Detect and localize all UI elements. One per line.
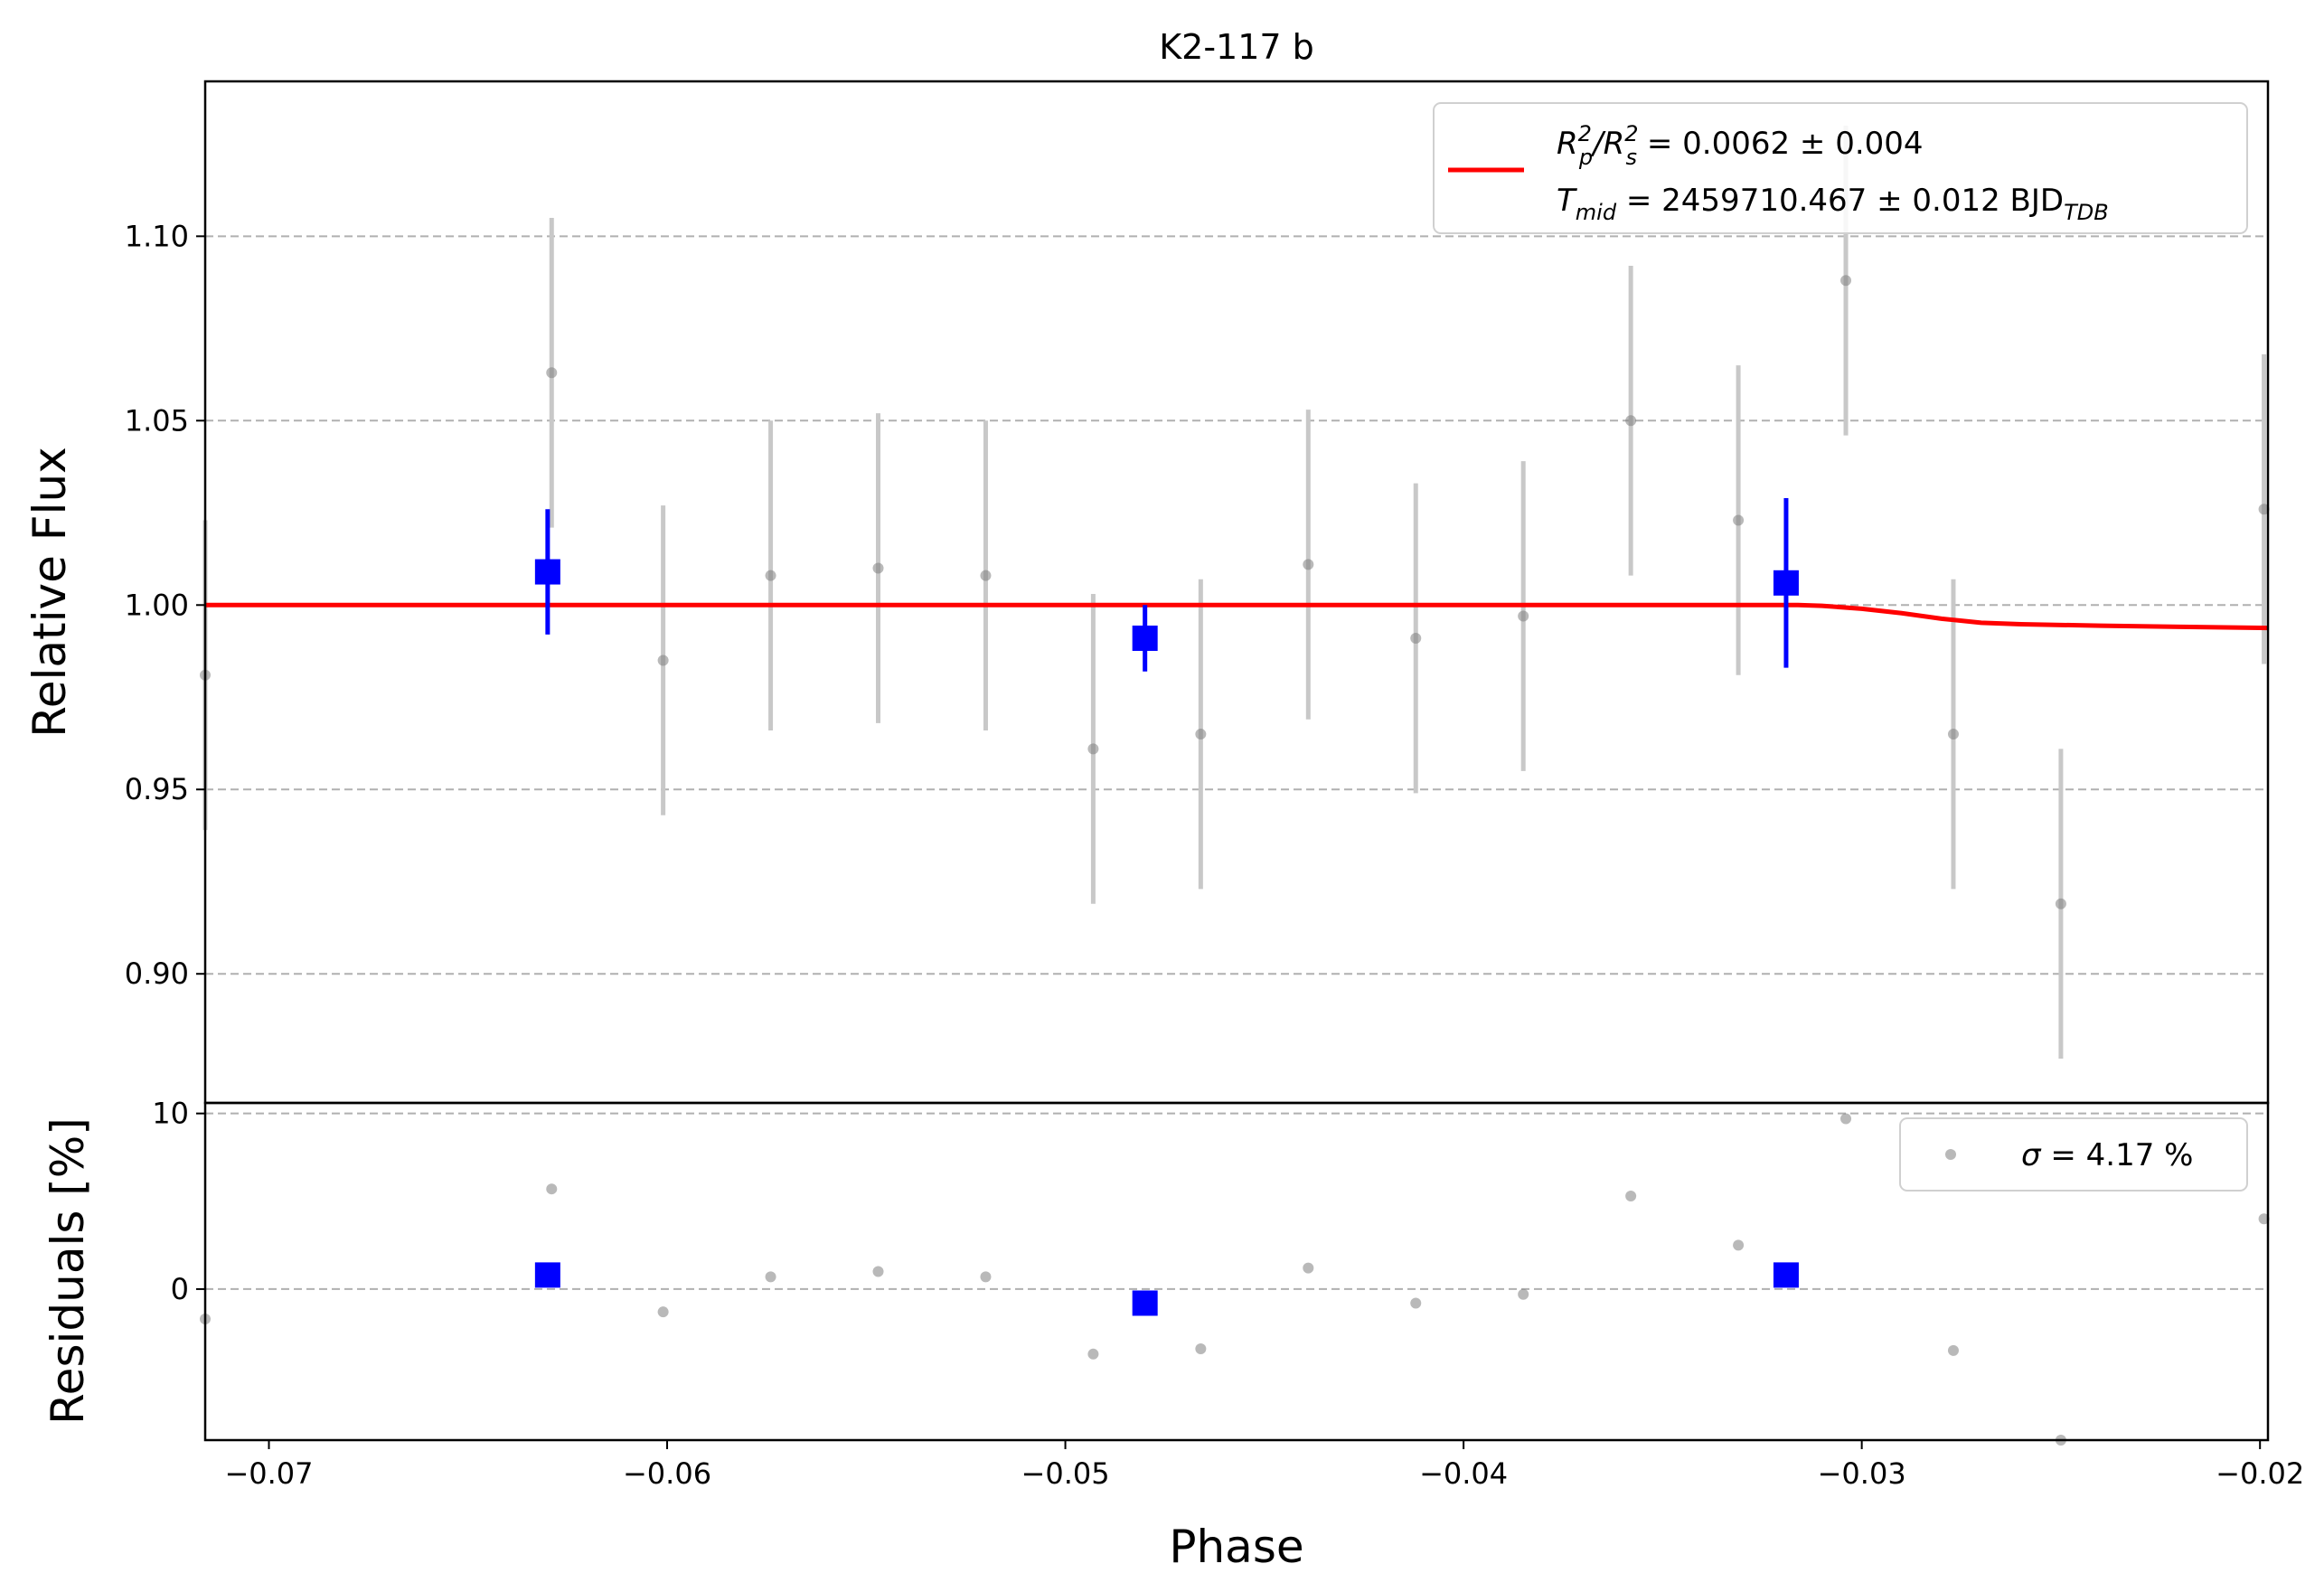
raw-data-point	[1410, 632, 1422, 644]
raw-data-point	[1840, 275, 1852, 287]
binned-data-point	[1132, 625, 1158, 651]
residual-y-axis-label: Residuals [%]	[42, 1117, 94, 1425]
raw-data-point	[872, 562, 884, 574]
raw-data-point	[546, 367, 558, 379]
residual-raw-points	[200, 1113, 2270, 1446]
residual-y-ticks: 0 10	[152, 1097, 205, 1306]
raw-data-point	[1733, 514, 1745, 526]
x-tick-label: −0.04	[1419, 1456, 1508, 1491]
main-raw-points	[200, 275, 2270, 909]
residual-raw-point	[1947, 1344, 1959, 1356]
residual-y-tick-label: 0	[171, 1272, 189, 1306]
main-y-tick-label: 0.90	[125, 956, 189, 991]
main-y-tick-label: 1.00	[125, 588, 189, 622]
residual-legend-box	[1899, 1117, 2248, 1192]
main-y-axis-label: Relative Flux	[24, 447, 76, 737]
legend-sigma-text: σ = 4.17 %	[2021, 1137, 2193, 1173]
residual-raw-point	[1518, 1288, 1529, 1300]
residual-raw-point	[1303, 1262, 1314, 1274]
raw-data-point	[657, 655, 669, 666]
main-y-tick-label: 1.10	[125, 219, 189, 253]
legend-depth-text: R2 p/R2 s = 0.0062 ± 0.004	[1557, 121, 1924, 170]
raw-data-point	[765, 570, 776, 581]
raw-data-point	[1303, 559, 1314, 570]
residual-raw-point	[872, 1266, 884, 1277]
residual-raw-point	[1087, 1348, 1099, 1360]
raw-data-point	[980, 570, 992, 581]
main-y-tick-label: 0.95	[125, 772, 189, 806]
raw-data-point	[1947, 729, 1959, 740]
x-tick-label: −0.03	[1818, 1456, 1906, 1491]
main-legend-box	[1433, 102, 2248, 234]
residual-binned-point	[1132, 1290, 1158, 1316]
residual-raw-point	[1410, 1297, 1422, 1309]
x-tick-label: −0.06	[623, 1456, 711, 1491]
residual-raw-point	[765, 1271, 776, 1283]
residual-binned-point	[534, 1262, 560, 1288]
residual-raw-point	[1733, 1239, 1745, 1251]
residual-binned-point	[1773, 1262, 1799, 1288]
x-tick-label: −0.02	[2216, 1456, 2304, 1491]
raw-data-point	[1087, 743, 1099, 755]
residual-raw-point	[2258, 1213, 2270, 1225]
main-y-ticks: 0.90 0.95 1.00 1.05 1.10	[125, 219, 205, 991]
main-y-tick-label: 1.05	[125, 403, 189, 438]
raw-data-point	[2055, 898, 2066, 909]
main-legend: R2 p/R2 s = 0.0062 ± 0.004 Tmid = 2459710.…	[1433, 102, 2248, 234]
binned-data-point	[1773, 570, 1799, 596]
residual-plot-frame	[203, 1101, 2270, 1442]
x-tick-label: −0.07	[224, 1456, 313, 1491]
x-tick-label: −0.05	[1021, 1456, 1110, 1491]
x-axis-label: Phase	[1169, 1521, 1303, 1573]
chart-title: K2-117 b	[1159, 27, 1314, 67]
raw-data-point	[1518, 610, 1529, 622]
residual-legend: σ = 4.17 %	[1899, 1117, 2248, 1192]
transit-model-line	[205, 602, 2269, 631]
residual-raw-point	[657, 1306, 669, 1318]
raw-data-point	[1195, 729, 1207, 740]
main-binned-points	[534, 497, 1799, 672]
raw-data-point	[2258, 504, 2270, 515]
residual-raw-point	[980, 1271, 992, 1283]
residual-raw-point	[1625, 1190, 1637, 1201]
residual-raw-point	[1840, 1113, 1852, 1125]
residual-raw-point	[546, 1183, 558, 1195]
legend-residual-marker	[1945, 1149, 1956, 1160]
legend-tmid-text: Tmid = 2459710.467 ± 0.012 BJDTDB	[1557, 183, 2109, 225]
residual-x-ticks: −0.07 −0.06 −0.05 −0.04 −0.03 −0.02	[224, 1440, 2304, 1491]
binned-data-point	[534, 559, 560, 585]
raw-data-point	[1625, 415, 1637, 427]
residual-gridlines	[205, 1112, 2268, 1290]
residual-binned-points	[534, 1262, 1799, 1316]
residual-y-tick-label: 10	[152, 1097, 189, 1131]
residual-raw-point	[1195, 1342, 1207, 1354]
